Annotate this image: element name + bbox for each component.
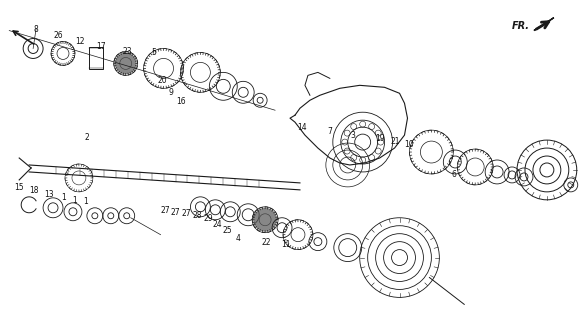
Text: 23: 23	[123, 47, 132, 56]
Text: 27: 27	[171, 208, 180, 217]
Text: 26: 26	[53, 31, 63, 40]
Text: 17: 17	[96, 42, 106, 52]
Text: 18: 18	[30, 187, 39, 196]
Text: 22: 22	[262, 238, 271, 247]
Text: 9: 9	[169, 88, 174, 97]
Text: 21: 21	[390, 137, 399, 146]
Circle shape	[115, 52, 136, 74]
Text: 6: 6	[452, 170, 456, 179]
Text: 24: 24	[212, 220, 222, 229]
Text: 27: 27	[160, 206, 170, 215]
Text: 27: 27	[181, 209, 191, 218]
Text: 15: 15	[14, 183, 23, 192]
Text: 5: 5	[152, 48, 156, 57]
Text: 7: 7	[328, 127, 332, 136]
Text: 28: 28	[192, 211, 202, 220]
Bar	[89, 47, 103, 69]
Text: 13: 13	[45, 189, 54, 199]
Text: 1: 1	[61, 193, 66, 203]
Text: 12: 12	[75, 37, 85, 46]
Text: 1: 1	[83, 197, 89, 206]
Circle shape	[253, 208, 277, 232]
Text: FR.: FR.	[512, 20, 530, 31]
Text: 16: 16	[177, 97, 186, 106]
Text: 2: 2	[85, 132, 90, 141]
Text: 25: 25	[223, 226, 233, 235]
Text: 4: 4	[236, 234, 241, 243]
Text: 20: 20	[158, 76, 167, 85]
Text: 3: 3	[350, 131, 355, 140]
Text: 1: 1	[72, 196, 77, 205]
Text: 19: 19	[375, 134, 385, 143]
Text: 11: 11	[281, 240, 290, 249]
Text: 10: 10	[405, 140, 414, 149]
Text: 29: 29	[203, 214, 213, 223]
Text: 14: 14	[297, 123, 307, 132]
Text: 8: 8	[34, 25, 38, 34]
Polygon shape	[534, 18, 554, 31]
